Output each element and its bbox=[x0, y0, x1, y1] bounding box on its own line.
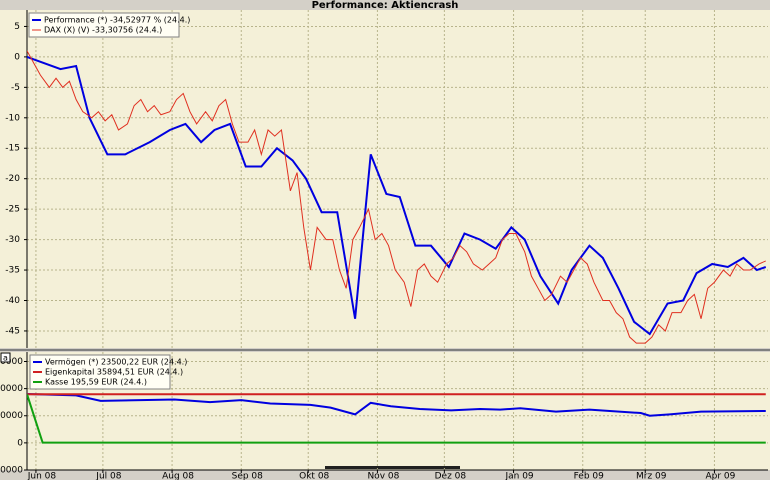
y-tick-label: 5 bbox=[14, 22, 20, 32]
y-tick-label: -30 bbox=[5, 235, 20, 245]
panel-label: a bbox=[3, 354, 8, 363]
x-tick-label: Mrz 09 bbox=[636, 472, 667, 480]
y-tick-label: -35 bbox=[5, 266, 20, 276]
legend-label: Vermögen (*) 23500,22 EUR (24.4.) bbox=[45, 358, 187, 367]
y-tick-label: 0 bbox=[14, 52, 20, 62]
y-tick-label: 0 bbox=[17, 438, 23, 448]
panel-label-box bbox=[0, 352, 11, 363]
x-tick-label: Apr 09 bbox=[705, 472, 735, 480]
y-tick-label: 20000 bbox=[0, 411, 23, 421]
y-tick-label: -20 bbox=[5, 174, 20, 184]
series-line bbox=[27, 393, 766, 444]
plot-layer: 5 0 -5 -10 -15 -20 -25 -30 -35 -40 -45 Performance … bbox=[0, 10, 768, 480]
series-group bbox=[27, 393, 766, 444]
scroll-indicator bbox=[325, 466, 460, 469]
y-tick-label: -25 bbox=[5, 205, 20, 215]
series-line bbox=[27, 393, 766, 417]
legend-label: DAX (X) (V) -33,30756 (24.4.) bbox=[44, 26, 162, 35]
series-group bbox=[27, 50, 767, 344]
x-tick-label: Aug 08 bbox=[162, 472, 194, 480]
x-tick-label: Jan 09 bbox=[504, 472, 533, 480]
x-tick-label: Nov 08 bbox=[367, 472, 399, 480]
y-tick-label: -15 bbox=[5, 144, 20, 154]
x-tick-label: Dez 08 bbox=[435, 472, 467, 480]
legend-label: Eigenkapital 35894,51 EUR (24.4.) bbox=[45, 368, 183, 377]
chart-title: Performance: Aktiencrash bbox=[312, 0, 459, 11]
y-tick-label: -40 bbox=[5, 296, 20, 306]
x-tick-label: Sep 08 bbox=[232, 472, 264, 480]
x-tick-label: Feb 09 bbox=[574, 472, 605, 480]
legend-label: Kasse 195,59 EUR (24.4.) bbox=[45, 378, 147, 387]
x-tick-label: Jul 08 bbox=[95, 472, 121, 480]
x-tick-label: Jun 08 bbox=[27, 472, 57, 480]
y-tick-label: 60000 bbox=[0, 357, 23, 367]
legend-label: Performance (*) -34,52977 % (24.4.) bbox=[44, 16, 190, 25]
series-line bbox=[27, 50, 766, 344]
legend-box bbox=[29, 354, 171, 390]
y-tick-label: 40000 bbox=[0, 384, 23, 394]
y-tick-label: -10 bbox=[5, 113, 20, 123]
y-tick-label: -45 bbox=[5, 326, 20, 336]
y-tick-label: -5 bbox=[11, 83, 20, 93]
series-line bbox=[27, 55, 767, 336]
y-tick-label: -20000 bbox=[0, 466, 23, 476]
x-tick-label: Okt 08 bbox=[299, 472, 329, 480]
legend-box bbox=[28, 12, 180, 38]
